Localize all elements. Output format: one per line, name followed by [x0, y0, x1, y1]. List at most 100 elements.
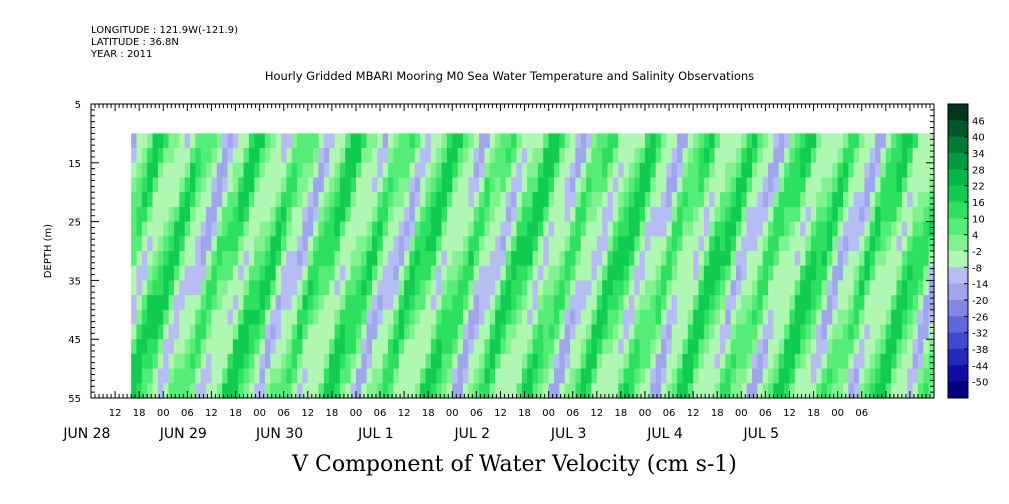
heatmap-cell	[623, 280, 630, 296]
heatmap-cell	[762, 295, 769, 311]
heatmap-cell	[666, 236, 673, 252]
heatmap-cell	[452, 177, 459, 193]
heatmap-cell	[757, 251, 764, 267]
heatmap-cell	[195, 177, 202, 193]
colorbar-swatch	[948, 185, 968, 203]
colorbar-swatch	[948, 316, 968, 334]
heatmap-cell	[254, 383, 261, 399]
heatmap-cell	[762, 353, 769, 370]
heatmap-cell	[168, 309, 175, 326]
heatmap-cell	[548, 295, 555, 311]
heatmap-cell	[880, 295, 887, 311]
heatmap-cell	[232, 295, 239, 311]
heatmap-cell	[912, 148, 919, 164]
heatmap-cell	[826, 353, 833, 370]
heatmap-cell	[286, 309, 293, 326]
heatmap-cell	[366, 221, 373, 237]
heatmap-cell	[136, 353, 143, 370]
colorbar-label: 34	[972, 149, 985, 160]
heatmap-cell	[361, 206, 368, 223]
heatmap-cell	[725, 206, 732, 223]
heatmap-cell	[382, 192, 389, 208]
heatmap-cell	[216, 339, 223, 355]
heatmap-cell	[179, 265, 186, 281]
x-tick-label: 00	[253, 408, 266, 419]
heatmap-cell	[398, 148, 405, 164]
heatmap-cell	[864, 133, 871, 149]
heatmap-cell	[837, 206, 844, 223]
heatmap-cell	[462, 221, 469, 237]
heatmap-cell	[527, 236, 534, 252]
heatmap-cell	[816, 162, 823, 179]
heatmap-cell	[794, 383, 801, 399]
heatmap-cell	[275, 353, 282, 370]
heatmap-cell	[468, 324, 475, 340]
heatmap-cell	[377, 265, 384, 281]
heatmap-cell	[687, 192, 694, 208]
heatmap-cell	[238, 368, 245, 384]
heatmap-cell	[832, 324, 839, 340]
heatmap-cell	[859, 265, 866, 281]
heatmap-cell	[570, 192, 576, 208]
heatmap-cell	[355, 206, 362, 223]
heatmap-cell	[216, 236, 223, 252]
heatmap-cell	[157, 133, 164, 149]
heatmap-cell	[179, 162, 186, 179]
heatmap-cell	[832, 162, 839, 179]
heatmap-cell	[409, 383, 416, 399]
heatmap-cell	[457, 162, 464, 179]
heatmap-cell	[591, 251, 598, 267]
heatmap-cell	[901, 133, 908, 149]
heatmap-cell	[307, 192, 314, 208]
heatmap-cell	[136, 265, 143, 281]
heatmap-cell	[853, 221, 860, 237]
heatmap-cell	[805, 309, 812, 326]
heatmap-cell	[136, 280, 143, 296]
heatmap-cell	[388, 236, 395, 252]
heatmap-cell	[885, 353, 892, 370]
heatmap-cell	[388, 280, 395, 296]
heatmap-cell	[484, 206, 491, 223]
heatmap-cell	[313, 265, 320, 281]
heatmap-cell	[623, 309, 630, 326]
heatmap-cell	[355, 236, 362, 252]
heatmap-cell	[441, 280, 448, 296]
heatmap-cell	[789, 309, 796, 326]
heatmap-cell	[264, 133, 271, 149]
heatmap-cell	[446, 295, 453, 311]
heatmap-cell	[837, 280, 844, 296]
heatmap-cell	[575, 339, 582, 355]
colorbar-swatch	[948, 136, 968, 154]
heatmap-cell	[773, 324, 780, 340]
heatmap-cell	[404, 192, 411, 208]
heatmap-cell	[661, 324, 667, 340]
heatmap-cell	[832, 339, 839, 355]
heatmap-cell	[297, 383, 304, 399]
heatmap-cell	[661, 133, 667, 149]
heatmap-cell	[805, 383, 812, 399]
heatmap-cell	[848, 192, 855, 208]
heatmap-cell	[345, 221, 352, 237]
heatmap-cell	[901, 251, 908, 267]
heatmap-cell	[179, 148, 186, 164]
heatmap-cell	[677, 339, 684, 355]
heatmap-cell	[430, 383, 437, 399]
heatmap-cell	[222, 162, 229, 179]
colorbar-swatch	[948, 120, 968, 138]
heatmap-cell	[816, 368, 823, 384]
heatmap-cell	[928, 368, 935, 384]
heatmap-cell	[495, 280, 502, 296]
heatmap-cell	[334, 265, 341, 281]
heatmap-cell	[752, 324, 758, 340]
heatmap-cell	[232, 192, 239, 208]
heatmap-cell	[580, 383, 587, 399]
heatmap-cell	[511, 353, 518, 370]
heatmap-cell	[580, 162, 587, 179]
heatmap-cell	[784, 295, 791, 311]
heatmap-cell	[355, 309, 362, 326]
heatmap-cell	[350, 280, 357, 296]
heatmap-cell	[286, 251, 293, 267]
heatmap-cell	[778, 339, 785, 355]
heatmap-cell	[414, 353, 421, 370]
heatmap-cell	[420, 339, 427, 355]
